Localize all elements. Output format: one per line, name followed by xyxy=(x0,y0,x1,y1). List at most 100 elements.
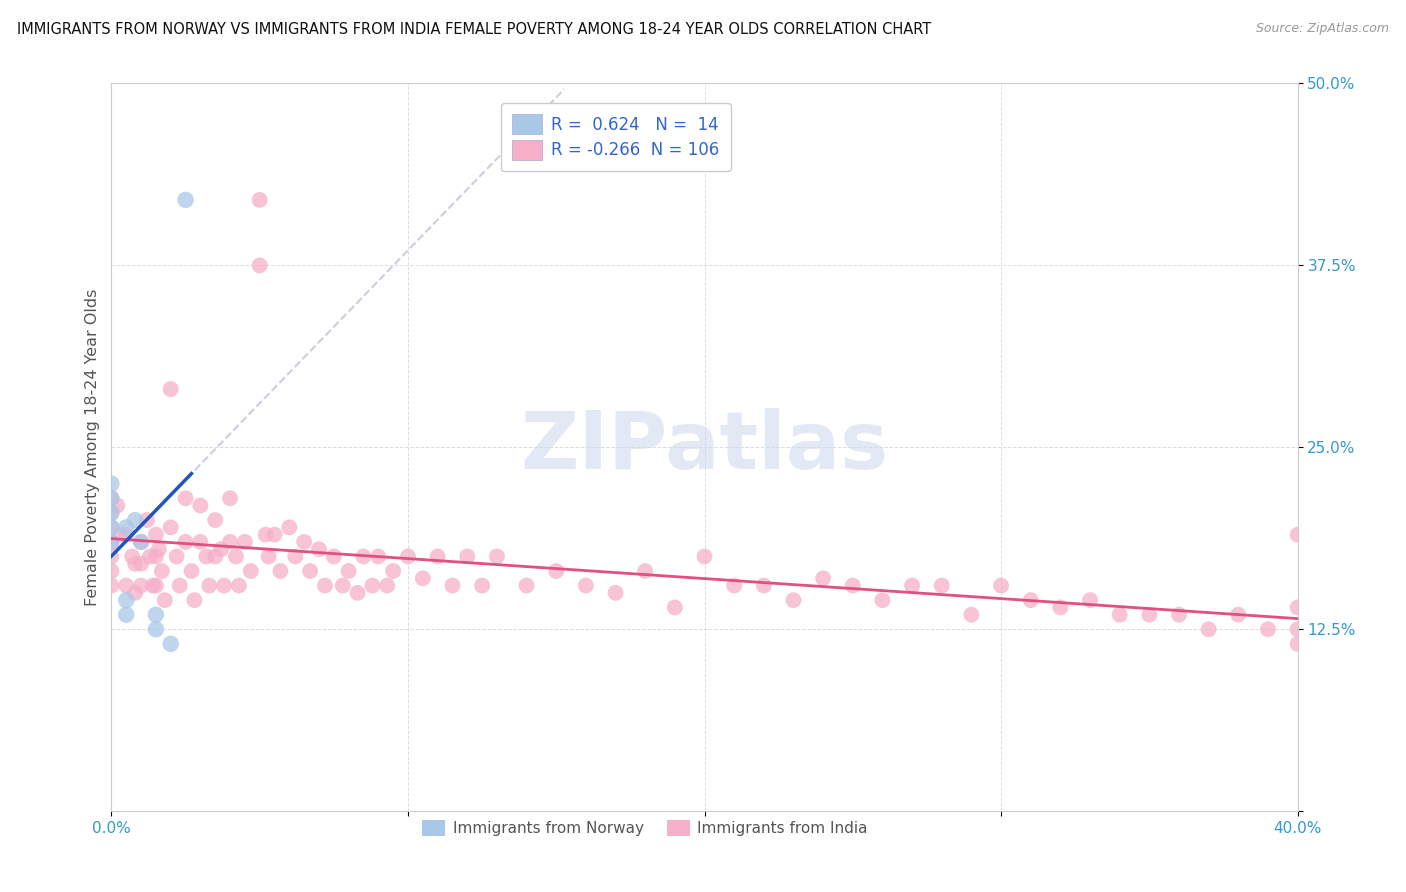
Point xyxy=(960,607,983,622)
Point xyxy=(1286,637,1309,651)
Point xyxy=(1227,607,1250,622)
Point xyxy=(353,549,375,564)
Point xyxy=(124,586,146,600)
Point xyxy=(332,578,354,592)
Point xyxy=(212,578,235,592)
Point xyxy=(1286,527,1309,541)
Point xyxy=(115,578,138,592)
Point xyxy=(811,571,834,585)
Text: IMMIGRANTS FROM NORWAY VS IMMIGRANTS FROM INDIA FEMALE POVERTY AMONG 18-24 YEAR : IMMIGRANTS FROM NORWAY VS IMMIGRANTS FRO… xyxy=(17,22,931,37)
Point xyxy=(190,535,212,549)
Point xyxy=(1286,600,1309,615)
Point xyxy=(284,549,307,564)
Point xyxy=(931,578,953,592)
Point xyxy=(693,549,716,564)
Y-axis label: Female Poverty Among 18-24 Year Olds: Female Poverty Among 18-24 Year Olds xyxy=(86,289,100,606)
Point xyxy=(209,542,232,557)
Point xyxy=(1198,622,1220,636)
Point xyxy=(129,535,152,549)
Point xyxy=(136,513,159,527)
Point xyxy=(169,578,191,592)
Point xyxy=(124,513,146,527)
Point xyxy=(124,557,146,571)
Point xyxy=(249,193,271,207)
Point xyxy=(299,564,322,578)
Point xyxy=(1137,607,1160,622)
Point xyxy=(516,578,538,592)
Point xyxy=(278,520,301,534)
Point xyxy=(546,564,568,578)
Point xyxy=(110,527,132,541)
Point xyxy=(367,549,389,564)
Point xyxy=(190,499,212,513)
Point xyxy=(605,586,627,600)
Point xyxy=(1257,622,1279,636)
Text: Source: ZipAtlas.com: Source: ZipAtlas.com xyxy=(1256,22,1389,36)
Point xyxy=(782,593,804,607)
Point xyxy=(139,549,162,564)
Point xyxy=(204,549,226,564)
Point xyxy=(105,499,128,513)
Point xyxy=(485,549,508,564)
Point xyxy=(115,607,138,622)
Point xyxy=(148,542,170,557)
Point xyxy=(219,535,242,549)
Point xyxy=(225,549,247,564)
Point xyxy=(100,535,122,549)
Point xyxy=(375,578,398,592)
Point xyxy=(634,564,657,578)
Point xyxy=(269,564,291,578)
Point xyxy=(153,593,176,607)
Point xyxy=(100,476,122,491)
Point xyxy=(115,520,138,534)
Point xyxy=(426,549,449,564)
Point xyxy=(115,593,138,607)
Point xyxy=(150,564,173,578)
Point xyxy=(233,535,256,549)
Point xyxy=(100,535,122,549)
Point xyxy=(441,578,464,592)
Point xyxy=(195,549,218,564)
Point xyxy=(142,578,165,592)
Point xyxy=(872,593,894,607)
Point xyxy=(292,535,315,549)
Point xyxy=(145,607,167,622)
Point xyxy=(129,535,152,549)
Point xyxy=(322,549,344,564)
Point xyxy=(337,564,360,578)
Point xyxy=(183,593,205,607)
Point xyxy=(346,586,368,600)
Point xyxy=(308,542,330,557)
Point xyxy=(100,564,122,578)
Point xyxy=(159,520,181,534)
Point xyxy=(174,193,197,207)
Point xyxy=(100,578,122,592)
Point xyxy=(723,578,745,592)
Point xyxy=(100,520,122,534)
Point xyxy=(100,491,122,506)
Point xyxy=(228,578,250,592)
Point xyxy=(263,527,285,541)
Point xyxy=(382,564,405,578)
Point xyxy=(1168,607,1191,622)
Point xyxy=(204,513,226,527)
Point xyxy=(145,578,167,592)
Point xyxy=(842,578,865,592)
Point xyxy=(145,527,167,541)
Text: ZIPatlas: ZIPatlas xyxy=(520,409,889,486)
Point xyxy=(159,637,181,651)
Point xyxy=(1286,622,1309,636)
Point xyxy=(664,600,686,615)
Point xyxy=(361,578,384,592)
Point xyxy=(396,549,419,564)
Point xyxy=(121,549,143,564)
Point xyxy=(254,527,277,541)
Point xyxy=(239,564,262,578)
Point xyxy=(456,549,478,564)
Point xyxy=(145,622,167,636)
Point xyxy=(129,578,152,592)
Point xyxy=(901,578,924,592)
Point xyxy=(145,549,167,564)
Point xyxy=(100,506,122,520)
Point xyxy=(471,578,494,592)
